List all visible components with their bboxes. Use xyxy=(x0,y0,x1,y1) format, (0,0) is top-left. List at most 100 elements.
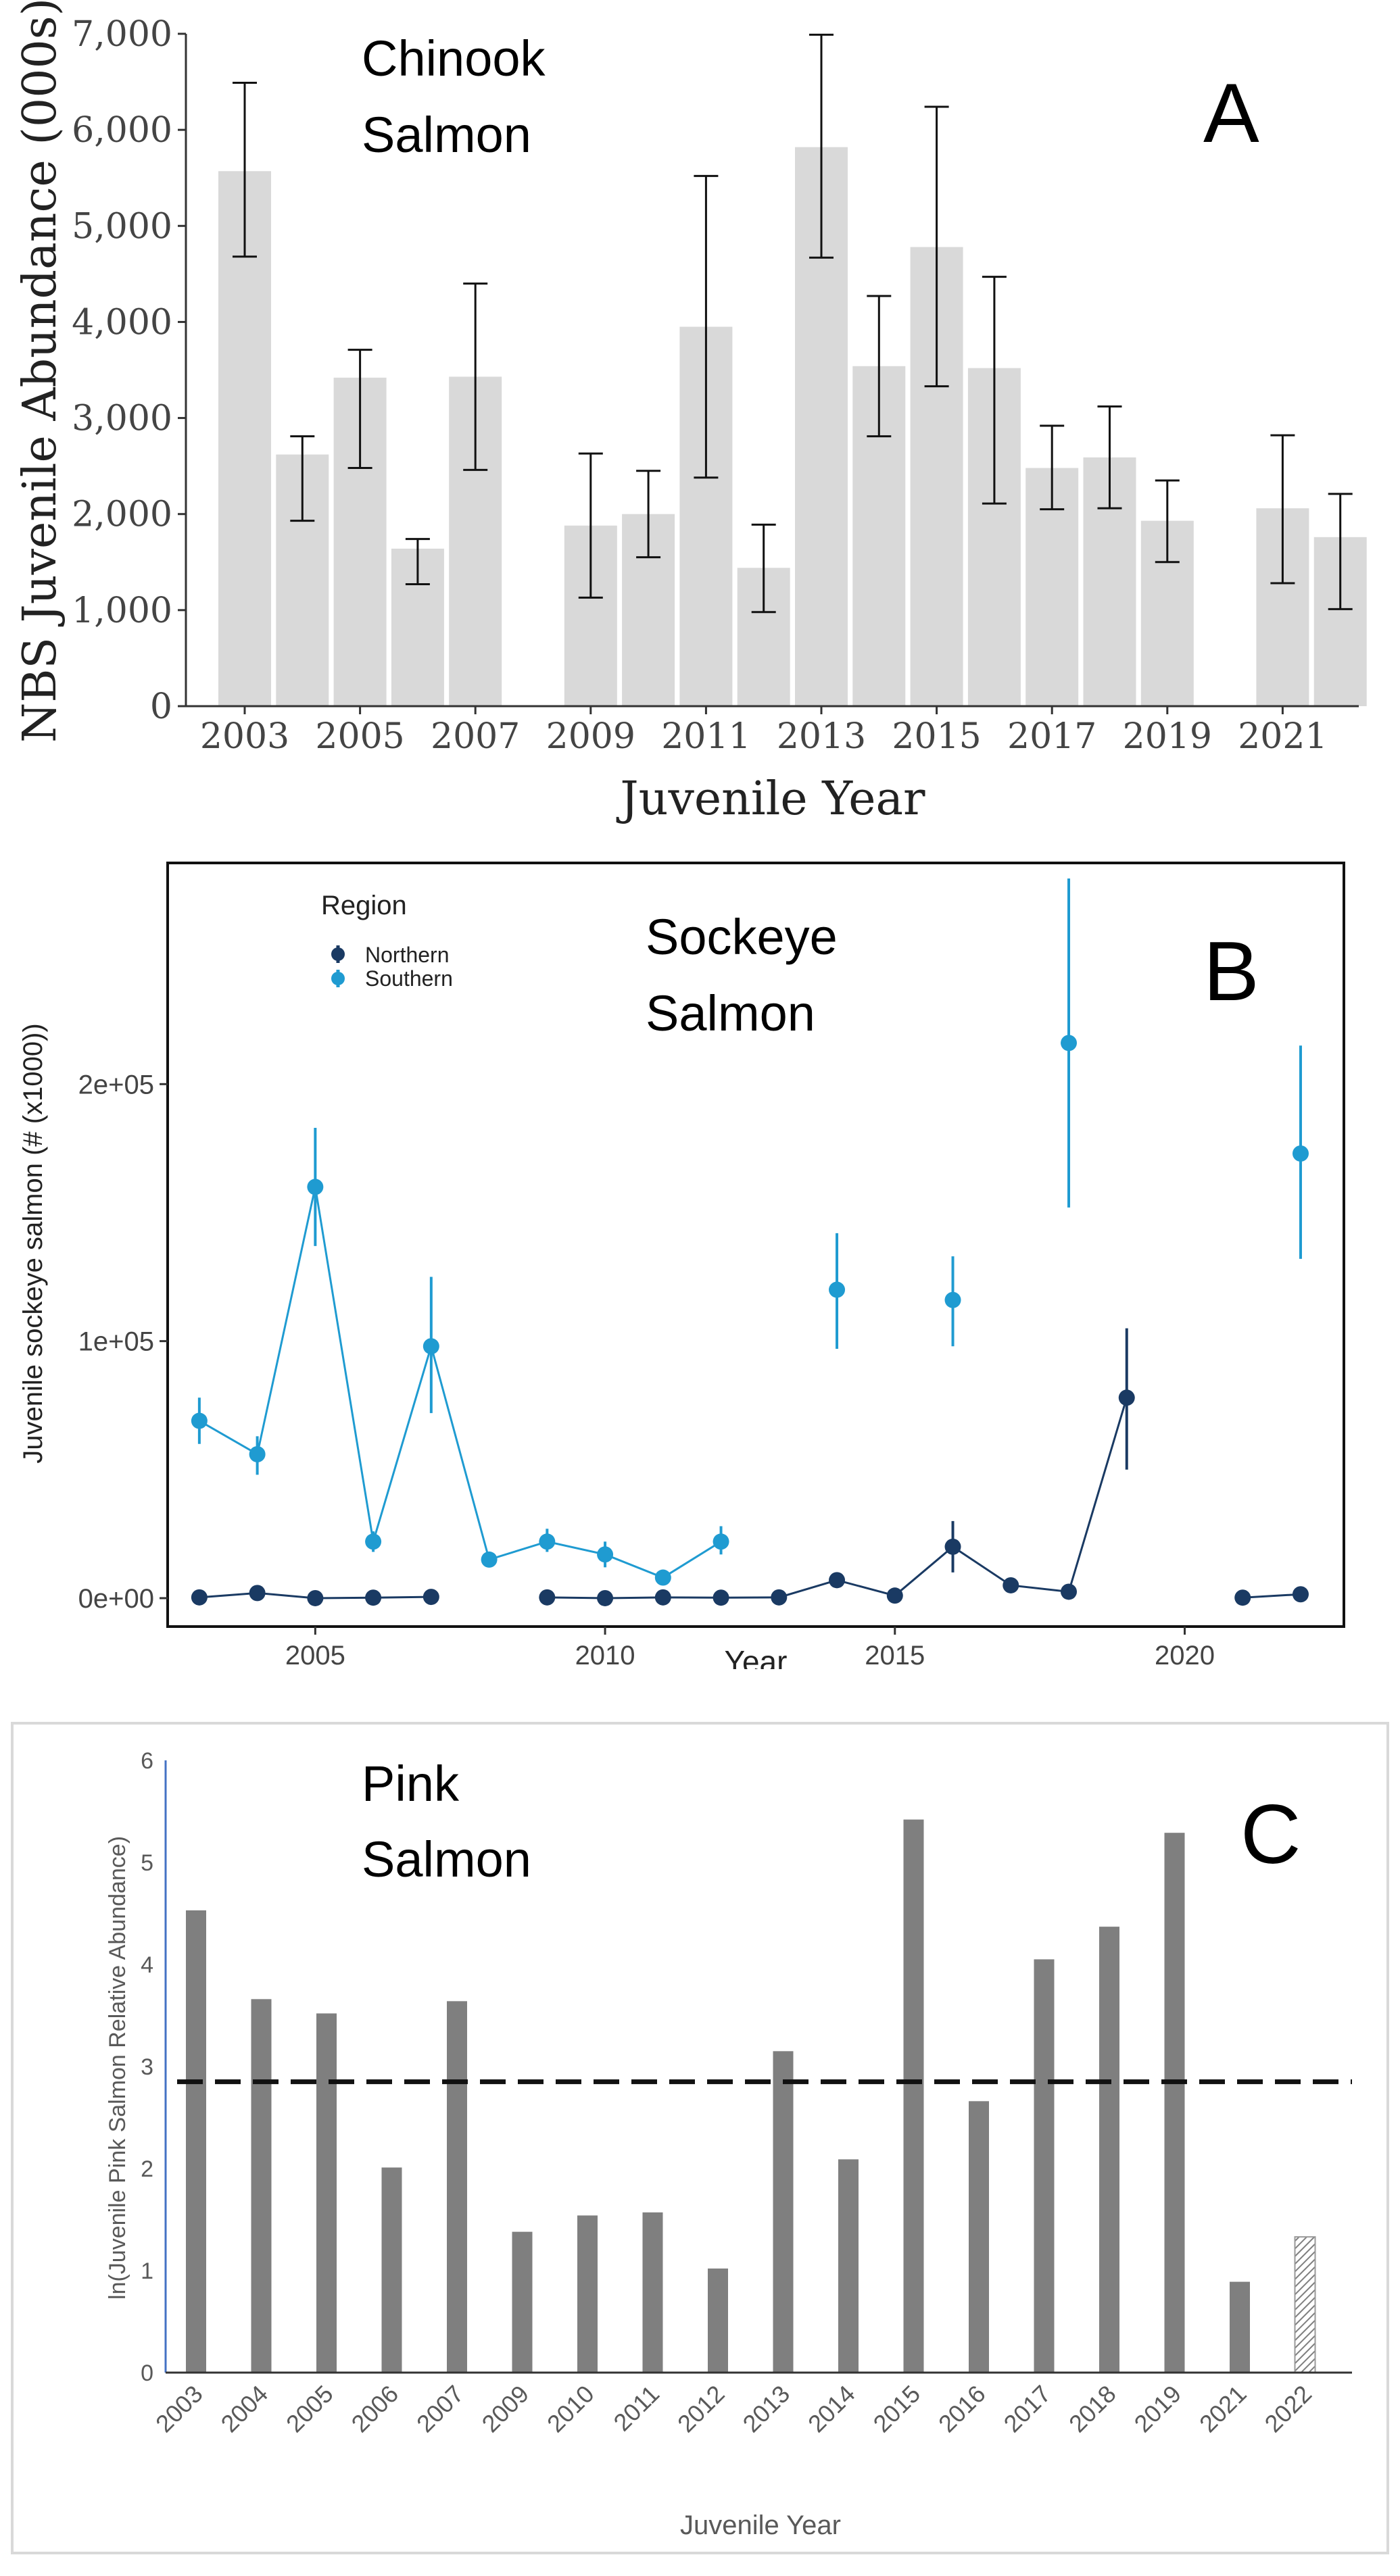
b-point-northern-2003 xyxy=(191,1589,208,1606)
c-x-tick-label: 2005 xyxy=(281,2380,339,2438)
b-point-southern-2012 xyxy=(713,1533,729,1550)
b-point-southern-2010 xyxy=(597,1546,614,1563)
b-point-northern-2018 xyxy=(1061,1583,1078,1600)
b-point-southern-2009 xyxy=(539,1533,556,1550)
b-legend-title: Region xyxy=(321,891,407,920)
b-line-northern xyxy=(1242,1593,1301,1599)
b-point-northern-2004 xyxy=(249,1585,266,1602)
b-point-northern-2019 xyxy=(1118,1389,1135,1406)
a-error-bar-2003 xyxy=(233,81,257,258)
b-y-tick-label: 0e+00 xyxy=(78,1584,154,1614)
b-legend-swatch-northern xyxy=(331,947,345,961)
a-error-bar-2021 xyxy=(1270,434,1295,585)
b-y-tick-label: 1e+05 xyxy=(78,1327,154,1357)
c-bar-2006 xyxy=(381,2167,402,2373)
b-point-northern-2007 xyxy=(423,1589,439,1606)
c-x-tick-label: 2012 xyxy=(672,2380,730,2438)
c-bar-2022 xyxy=(1294,2236,1316,2373)
b-point-southern-2006 xyxy=(365,1533,382,1550)
a-x-tick-label: 2017 xyxy=(1007,716,1096,757)
c-y-tick-label: 2 xyxy=(141,2156,153,2182)
c-bar-2005 xyxy=(316,2013,337,2373)
c-x-tick-label: 2015 xyxy=(868,2380,926,2438)
c-x-tick-label: 2009 xyxy=(477,2380,535,2438)
c-x-tick-label: 2007 xyxy=(411,2380,469,2438)
c-x-tick-label: 2022 xyxy=(1259,2380,1318,2438)
c-bar-2013 xyxy=(773,2051,794,2373)
b-point-northern-2010 xyxy=(597,1589,614,1606)
a-error-bar-2009 xyxy=(578,452,603,599)
a-error-bar-2004 xyxy=(290,435,315,522)
c-bar-2003 xyxy=(186,1910,206,2373)
a-x-tick-label: 2009 xyxy=(546,716,635,757)
c-bar-2015 xyxy=(903,1819,924,2373)
a-error-bar-2011 xyxy=(694,174,719,479)
c-x-tick-label: 2003 xyxy=(150,2380,208,2438)
c-bar-2012 xyxy=(708,2268,728,2373)
b-x-tick-label: 2005 xyxy=(285,1641,345,1669)
b-x-tick-label: 2010 xyxy=(575,1641,635,1669)
a-error-bar-2007 xyxy=(463,282,488,471)
a-y-tick-label: 5,000 xyxy=(72,206,172,247)
b-legend-label-northern: Northern xyxy=(365,943,450,967)
a-error-bar-2012 xyxy=(751,523,776,614)
b-point-northern-2016 xyxy=(944,1538,961,1555)
c-x-tick-label: 2004 xyxy=(216,2380,274,2438)
a-y-tick-label: 6,000 xyxy=(72,110,172,151)
b-point-northern-2009 xyxy=(539,1589,556,1606)
b-point-northern-2006 xyxy=(365,1589,382,1606)
b-point-southern-2005 xyxy=(307,1179,324,1195)
c-bar-2018 xyxy=(1099,1927,1119,2373)
a-error-bar-2016 xyxy=(982,276,1007,505)
c-panel-label: C xyxy=(1240,1788,1301,1881)
a-x-tick-label: 2005 xyxy=(315,716,404,757)
a-y-tick-label: 3,000 xyxy=(72,399,172,439)
a-y-tick-label: 0 xyxy=(150,687,172,727)
a-y-tick-label: 2,000 xyxy=(72,495,172,535)
c-chart-frame xyxy=(11,1722,1389,2554)
a-x-tick-label: 2013 xyxy=(777,716,866,757)
a-panel-label: A xyxy=(1203,67,1259,160)
c-y-tick-label: 4 xyxy=(141,1952,153,1978)
a-title-line2: Salmon xyxy=(362,107,531,163)
a-error-bar-2017 xyxy=(1040,424,1065,511)
c-x-tick-label: 2011 xyxy=(608,2380,665,2437)
a-error-bar-2015 xyxy=(924,105,949,388)
a-error-bar-2014 xyxy=(867,295,892,438)
c-y-tick-label: 1 xyxy=(141,2258,153,2284)
b-point-northern-2021 xyxy=(1234,1589,1251,1606)
b-x-axis-label: Year xyxy=(725,1644,788,1669)
c-x-tick-label: 2006 xyxy=(346,2380,404,2438)
panel-a-chinook-chart: 0 1,000 2,000 3,000 4,000 5,000 6,000 7,000 200… xyxy=(14,0,1367,826)
c-x-tick-label: 2016 xyxy=(933,2380,991,2438)
c-x-tick-label: 2019 xyxy=(1129,2380,1187,2438)
a-x-tick-label: 2011 xyxy=(661,716,750,757)
c-bar-2009 xyxy=(512,2231,533,2373)
c-x-tick-label: 2014 xyxy=(802,2380,861,2438)
b-point-northern-2012 xyxy=(713,1589,729,1606)
c-bar-2017 xyxy=(1034,1959,1055,2373)
a-x-tick-label: 2019 xyxy=(1123,716,1212,757)
a-y-axis-label: NBS Juvenile Abundance (000s) xyxy=(14,0,67,743)
c-bar-2019 xyxy=(1164,1833,1185,2373)
b-title-line2: Salmon xyxy=(646,985,815,1041)
a-x-axis-label: Juvenile Year xyxy=(616,772,925,826)
c-y-tick-label: 5 xyxy=(141,1850,153,1876)
c-bar-2021 xyxy=(1230,2281,1250,2373)
b-point-southern-2008 xyxy=(481,1551,498,1568)
a-error-bar-2019 xyxy=(1155,479,1180,564)
a-error-bar-2010 xyxy=(636,470,661,559)
b-y-tick-label: 2e+05 xyxy=(78,1070,154,1099)
c-x-tick-label: 2018 xyxy=(1063,2380,1121,2438)
c-y-axis-label: ln(Juvenile Pink Salmon Relative Abundan… xyxy=(105,1836,130,2300)
b-x-tick-label: 2020 xyxy=(1155,1641,1215,1669)
b-point-northern-2005 xyxy=(307,1589,324,1606)
a-error-bar-2005 xyxy=(347,349,372,469)
c-bar-2010 xyxy=(577,2215,598,2373)
a-y-tick-label: 4,000 xyxy=(72,302,172,343)
c-bar-2011 xyxy=(642,2212,663,2373)
b-legend-item-northern: Northern xyxy=(331,943,450,967)
c-bar-2004 xyxy=(251,1999,272,2373)
